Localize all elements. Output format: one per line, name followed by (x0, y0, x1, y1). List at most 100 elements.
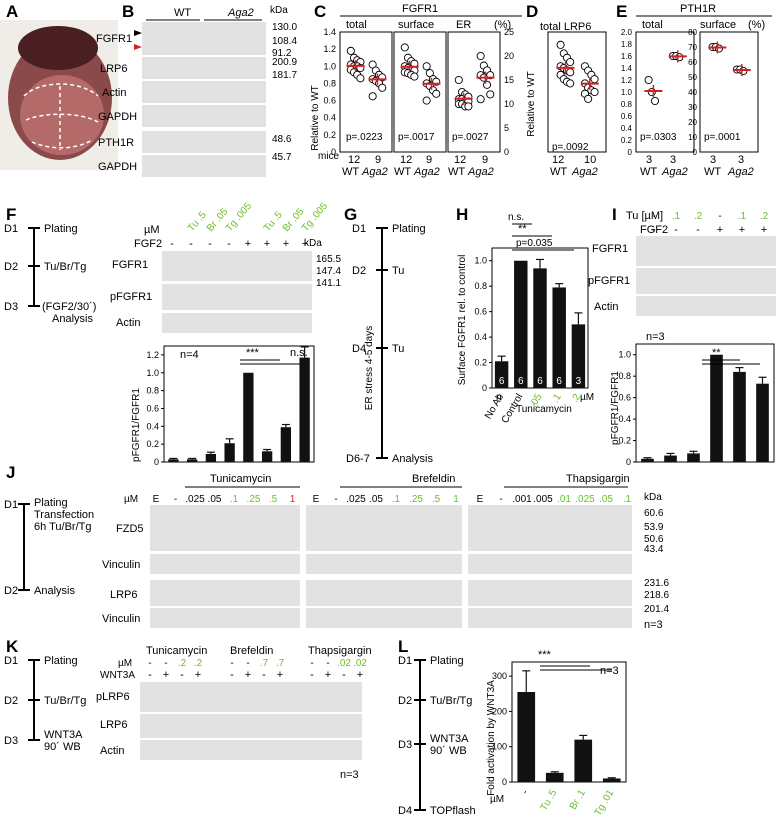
b-label-pth1r: PTH1R (98, 137, 134, 149)
f-bar (243, 372, 254, 462)
k-tl-wnt3a: WNT3A (44, 729, 83, 741)
l-bar (545, 772, 564, 782)
f-treatment-label: Tg .005 (224, 201, 255, 234)
panel-label-j: J (6, 463, 15, 482)
j-marker-201: 201.4 (644, 604, 669, 615)
f-chart: 1.2 1.0 0.8 0.6 0.4 0.2 0 (146, 345, 315, 467)
h-n-label: n (496, 392, 502, 403)
c-x-aga2-3: Aga2 (467, 166, 494, 178)
i-chart: 1.0 0.8 0.6 0.4 0.2 0 (618, 343, 775, 467)
c-er-tick-label: 20 (504, 51, 514, 61)
c-header: FGFR1 (402, 3, 438, 15)
b-label-fgfr1: FGFR1 (96, 33, 132, 45)
h-tick-label: 0.6 (474, 307, 487, 317)
j-kda: kDa (644, 492, 662, 503)
k-tl-plating: Plating (44, 655, 78, 667)
e-total-tick-label: 0 (628, 148, 633, 157)
d-point (566, 79, 575, 88)
j-dose-tu: 1 (290, 494, 296, 505)
h-n-count: 3 (576, 376, 582, 387)
e-surface-tick-label: 40 (688, 88, 697, 97)
f-fgf2-sign: - (208, 238, 212, 250)
f-tl-analysis: Analysis (52, 313, 93, 325)
panel-label-l: L (398, 637, 408, 656)
k-wnt3a-sign: + (163, 669, 169, 681)
j-timeline (18, 503, 30, 591)
b-label-actin: Actin (102, 87, 126, 99)
e-total-tick-label: 1.8 (621, 40, 633, 49)
j-dose-tu: .1 (230, 494, 239, 505)
j-label-vinculin-2: Vinculin (102, 613, 140, 625)
c-er-point (476, 51, 485, 61)
f-tick-label: 1.2 (146, 350, 159, 360)
j-marker-50: 50.6 (644, 534, 664, 545)
k-blots (140, 682, 362, 760)
k-tl-treat: Tu/Br/Tg (44, 695, 86, 707)
e-surface-tick-label: 20 (688, 118, 697, 127)
j-dose-br: E (313, 494, 320, 505)
k-timeline (28, 659, 40, 741)
f-fgf2-sign: - (189, 238, 193, 250)
i-fgf2-sign: + (761, 224, 767, 236)
l-chart: 300 200 100 0 - Tu .5 Br .1 Tg .01 (492, 661, 627, 818)
f-tl-d2: D2 (4, 261, 18, 273)
j-dose-tg: .001 (512, 494, 532, 505)
e-plots: 2.0 1.8 1.6 1.4 1.2 1.0 0.8 0.6 0.4 0.2 0 80 70 60 50 4… (621, 28, 759, 157)
b-group-wt: WT (174, 7, 191, 19)
h-tick-label: 0.2 (474, 358, 487, 368)
e-surface-tick-label: 30 (688, 103, 697, 112)
h-tick-label: 1.0 (474, 256, 487, 266)
e-n-1: 3 (646, 154, 652, 166)
c-ylabel: Relative to WT (310, 85, 321, 151)
panel-label-d: D (526, 2, 538, 21)
k-drug-br: Brefeldin (230, 645, 273, 657)
i-frame (635, 343, 775, 463)
f-tl-d1: D1 (4, 223, 18, 235)
c-tick-label: 0.8 (323, 78, 336, 88)
k-dose-label: .2 (194, 658, 203, 669)
f-frame (163, 345, 315, 463)
j-tl-6h: 6h Tu/Br/Tg (34, 521, 91, 533)
c-n-6: 9 (482, 154, 488, 166)
k-label-plrp6: pLRP6 (96, 691, 130, 703)
b-marker-181: 181.7 (272, 70, 297, 81)
i-fgf2-label: FGF2 (640, 224, 668, 236)
panel-label-h: H (456, 205, 468, 224)
e-surface-tick-label: 10 (688, 133, 697, 142)
j-dose-br: .025 (346, 494, 366, 505)
j-blots (150, 505, 632, 628)
c-er-point (482, 80, 492, 89)
f-treatment-label: Tu .5 (262, 209, 285, 234)
k-um: µM (118, 658, 132, 669)
f-sig-1: *** (246, 347, 260, 359)
c-er-point (454, 75, 463, 85)
f-fgf2-label: FGF2 (134, 238, 162, 250)
f-bar (168, 459, 179, 462)
c-er-ticks: 25 20 15 10 5 0 (504, 27, 514, 157)
h-bar (494, 361, 509, 388)
j-tl-analysis: Analysis (34, 585, 75, 597)
i-bar (687, 453, 700, 462)
i-dose-label: .2 (694, 211, 703, 222)
j-marker-43: 43.4 (644, 544, 664, 555)
c-er-point (476, 95, 485, 104)
j-dose-tu: .05 (208, 494, 222, 505)
f-fgf2-sign: + (302, 238, 308, 250)
e-x-wt-2: WT (704, 166, 721, 178)
l-category-label: Br .1 (568, 788, 588, 812)
j-marker-53: 53.9 (644, 522, 664, 533)
k-dose-label: - (148, 658, 151, 669)
h-um: µM (580, 392, 594, 403)
j-dose-br: .1 (392, 494, 401, 505)
f-sig-2: n.s. (290, 347, 308, 359)
g-tl-plating: Plating (392, 223, 426, 235)
j-label-lrp6: LRP6 (110, 589, 138, 601)
c-er-frame (447, 31, 501, 153)
e-n-2: 3 (670, 154, 676, 166)
d-point (556, 40, 565, 49)
k-wnt3a-sign: - (180, 669, 184, 681)
i-tick-label: 0.2 (618, 436, 631, 446)
h-n-count: 6 (537, 376, 543, 387)
c-er-point (464, 102, 473, 111)
j-dose-tg: - (499, 494, 502, 505)
